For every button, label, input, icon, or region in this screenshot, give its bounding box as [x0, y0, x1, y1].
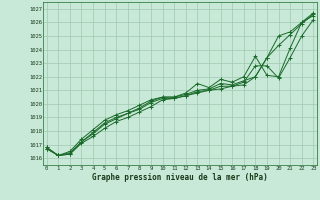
- X-axis label: Graphe pression niveau de la mer (hPa): Graphe pression niveau de la mer (hPa): [92, 173, 268, 182]
